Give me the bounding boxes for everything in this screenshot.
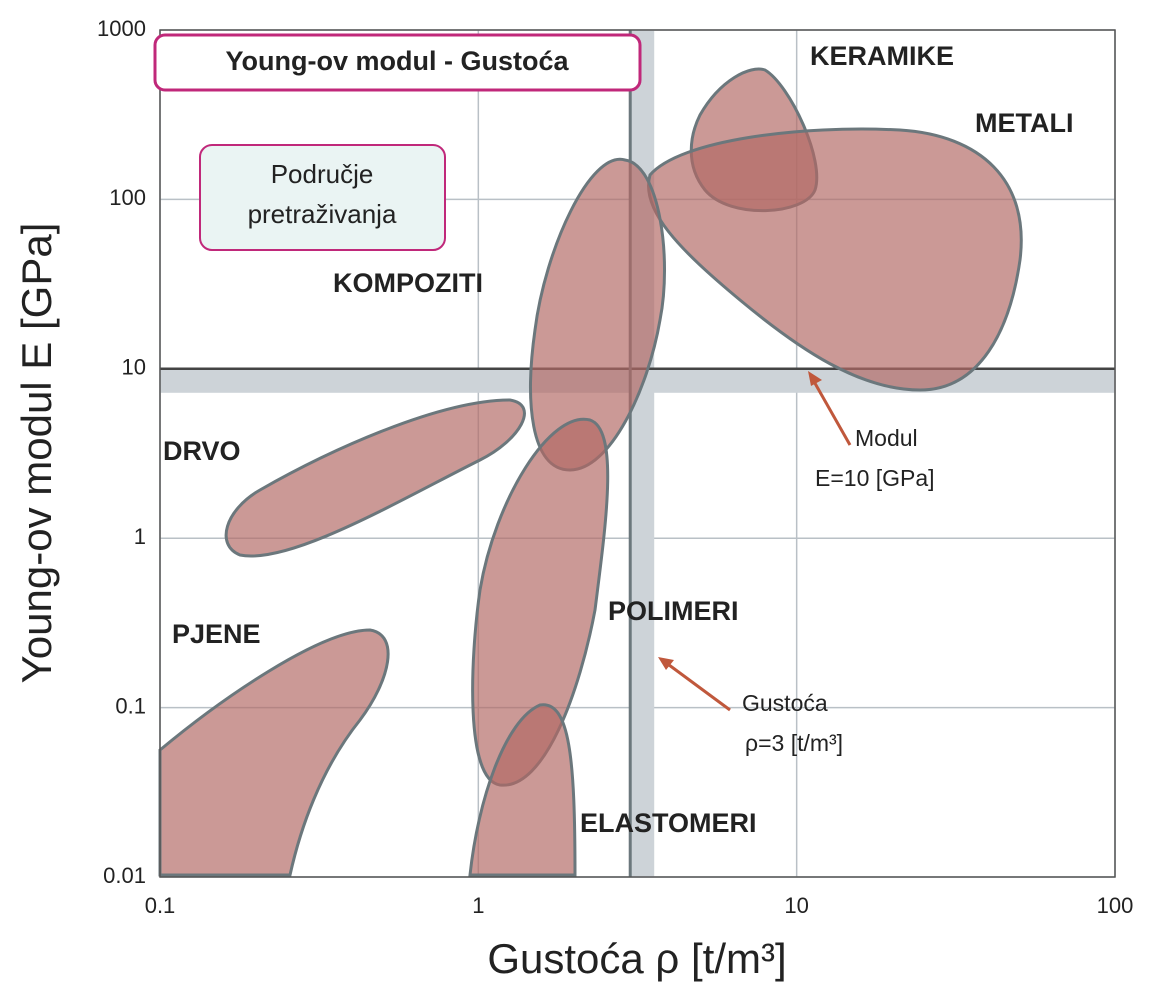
plot-frame xyxy=(159,29,1116,878)
region-shape xyxy=(647,127,1023,392)
x-tick-label: 10 xyxy=(784,893,808,918)
vline-note: ρ=3 [t/m³] xyxy=(745,730,843,756)
region-shape xyxy=(468,703,577,877)
search-label: Područje xyxy=(271,159,374,189)
region-label: POLIMERI xyxy=(608,596,739,626)
region-shape xyxy=(158,628,390,877)
y-axis-label: Young-ov modul E [GPa] xyxy=(13,223,60,684)
y-tick-label: 1000 xyxy=(97,16,146,41)
title-box xyxy=(153,33,642,92)
hline-note: E=10 [GPa] xyxy=(815,465,935,491)
regions xyxy=(158,67,1023,877)
x-axis-label: Gustoća ρ [t/m³] xyxy=(487,935,786,982)
arrow xyxy=(810,377,852,446)
region-label: PJENE xyxy=(172,619,261,649)
arrow-head xyxy=(808,371,822,386)
search-box xyxy=(199,144,446,251)
arrow-head xyxy=(658,657,674,670)
y-tick-label: 10 xyxy=(122,355,146,380)
region-shape xyxy=(224,398,526,558)
search-label: pretraživanja xyxy=(248,199,397,229)
region-label: DRVO xyxy=(163,436,241,466)
x-tick-label: 1 xyxy=(472,893,484,918)
y-tick-label: 100 xyxy=(109,185,146,210)
region-label: KOMPOZITI xyxy=(333,268,483,298)
reference-band xyxy=(630,30,655,877)
y-tick-label: 0.1 xyxy=(115,693,146,718)
region-label: ELASTOMERI xyxy=(580,808,757,838)
region-label: KERAMIKE xyxy=(810,41,954,71)
arrow xyxy=(664,660,731,712)
chart-title: Young-ov modul - Gustoća xyxy=(226,46,570,76)
x-tick-label: 100 xyxy=(1097,893,1134,918)
vline-note: Gustoća xyxy=(742,690,828,716)
hline-note: Modul xyxy=(855,425,918,451)
region-label: METALI xyxy=(975,108,1073,138)
y-tick-label: 0.01 xyxy=(103,863,146,888)
y-tick-label: 1 xyxy=(134,524,146,549)
x-tick-label: 0.1 xyxy=(145,893,176,918)
